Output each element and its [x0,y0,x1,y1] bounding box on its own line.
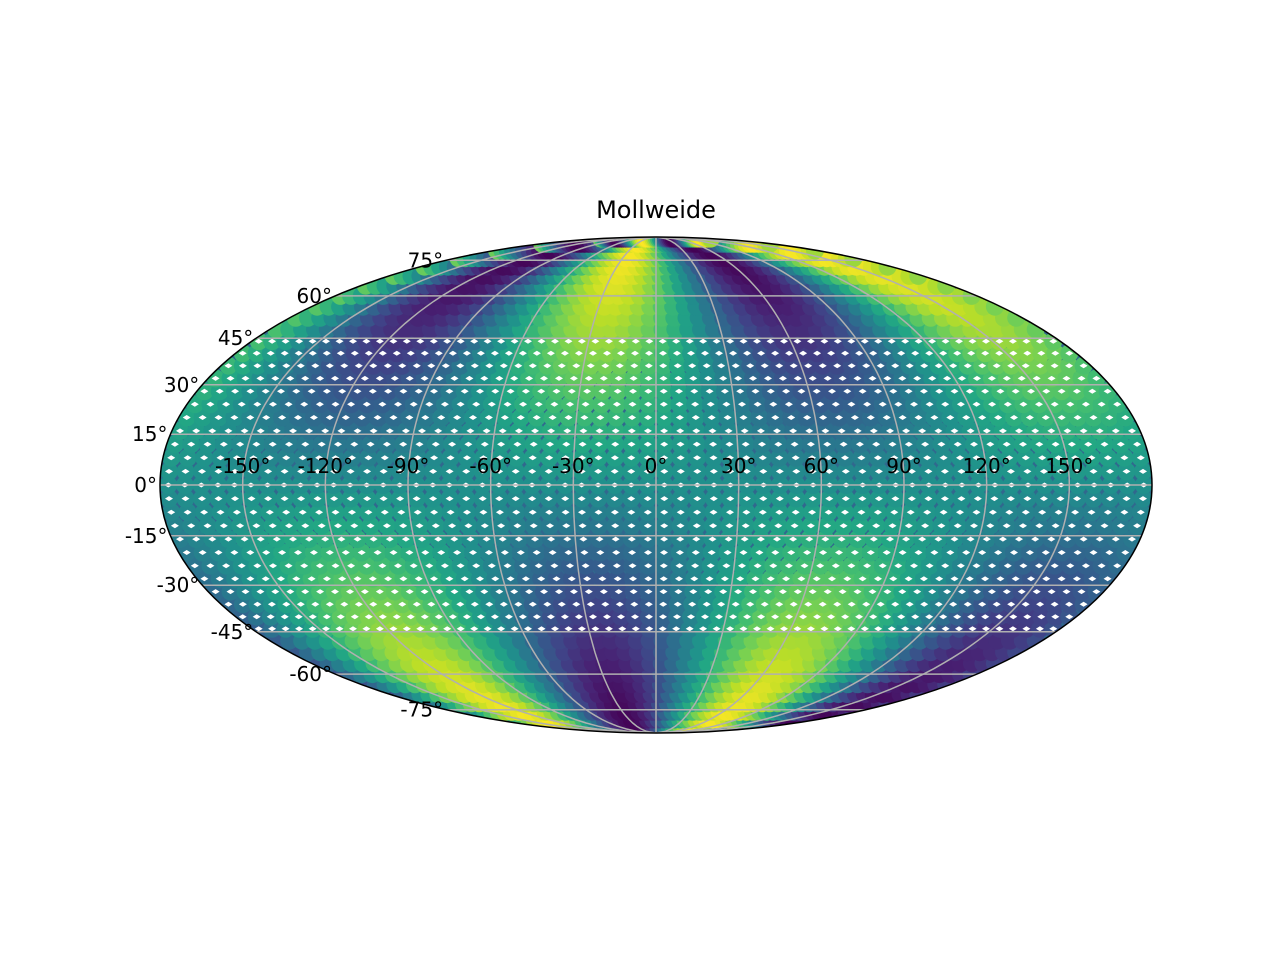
x-tick-labels: -150° -120° -90° -60° -30° 0° 30° 60° 90° 120° 150… [215,454,1093,478]
x-tick-label: 0° [645,454,668,478]
x-tick-label: 120° [963,454,1011,478]
y-tick-label: 30° [164,373,199,397]
x-tick-label: -150° [215,454,270,478]
x-tick-label: 90° [886,454,921,478]
x-tick-label: -90° [387,454,430,478]
y-tick-label: 45° [218,326,253,350]
map-area [160,237,1152,733]
x-tick-label: -30° [552,454,595,478]
y-tick-label: 0° [134,473,157,497]
x-tick-label: 60° [804,454,839,478]
x-tick-label: 150° [1045,454,1093,478]
y-tick-label: -30° [157,573,200,597]
y-tick-label: -75° [400,698,443,722]
y-tick-label: 75° [408,248,443,272]
chart-title: Mollweide [596,196,716,224]
y-tick-label: -45° [211,620,254,644]
x-tick-label: 30° [721,454,756,478]
y-tick-label: 60° [297,284,332,308]
y-tick-label: 15° [132,422,167,446]
y-tick-label: -15° [125,524,168,548]
x-tick-label: -60° [469,454,512,478]
y-tick-label: -60° [289,662,332,686]
x-tick-label: -120° [298,454,353,478]
